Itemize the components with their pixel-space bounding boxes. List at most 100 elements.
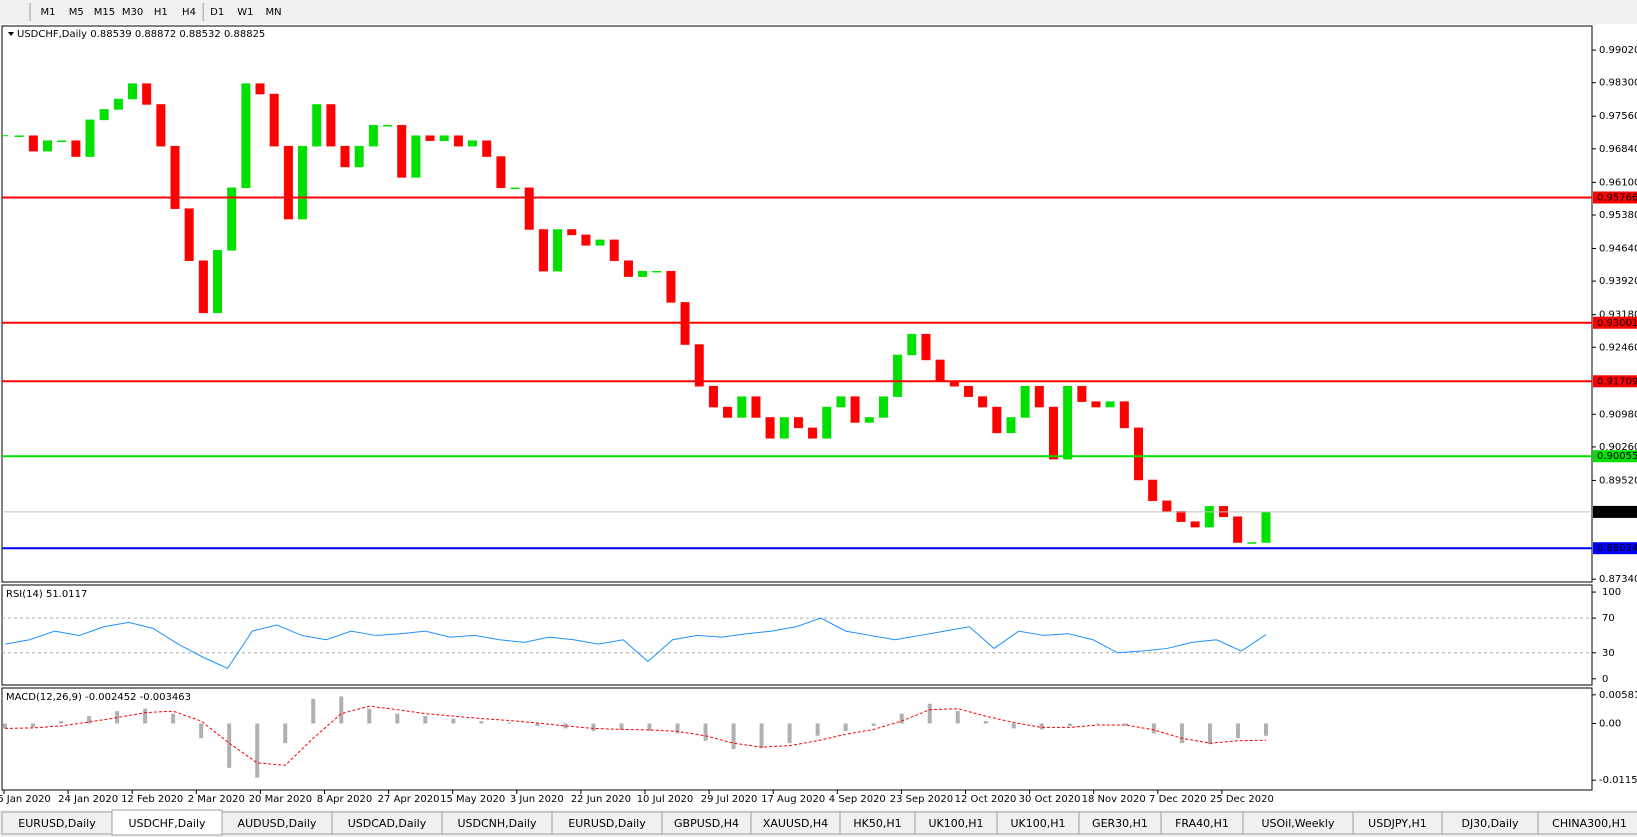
macd-bar [423, 716, 428, 724]
x-tick-label: 20 Mar 2020 [249, 794, 312, 805]
level-label: 0.88825 [1597, 507, 1637, 518]
tab-label[interactable]: XAUUSD,H4 [763, 817, 828, 830]
tab[interactable]: GER30,H1 [1078, 811, 1162, 835]
candle [496, 156, 506, 189]
macd-bar [507, 722, 512, 724]
x-tick-label: 18 Nov 2020 [1082, 794, 1146, 805]
tab-label[interactable]: UK100,H1 [1010, 817, 1065, 830]
tab-label[interactable]: DJ30,Daily [1461, 817, 1519, 830]
open: 0.88539 [90, 29, 131, 40]
tab[interactable]: USDJPY,H1 [1352, 811, 1443, 835]
tab-label[interactable]: USDJPY,H1 [1368, 817, 1427, 830]
y-tick-label: 0.98300 [1599, 78, 1637, 89]
candle [142, 83, 152, 105]
tab[interactable]: XAUUSD,H4 [750, 811, 841, 835]
tab-label[interactable]: UK100,H1 [928, 817, 983, 830]
timeframe-button[interactable]: D1 [210, 7, 224, 18]
tab-label[interactable]: HK50,H1 [853, 817, 901, 830]
timeframe-button[interactable]: H1 [154, 7, 168, 18]
x-tick-label: 22 Jun 2020 [571, 794, 631, 805]
tab-label[interactable]: GER30,H1 [1092, 817, 1148, 830]
tab-label[interactable]: FRA40,H1 [1175, 817, 1229, 830]
tab[interactable]: HK50,H1 [839, 811, 916, 835]
y-tick-label: -0.011514 [1599, 775, 1637, 786]
candle [312, 104, 322, 147]
candle [765, 417, 775, 439]
toolbar [0, 0, 1637, 24]
tab[interactable]: EURUSD,Daily [551, 811, 663, 835]
candle [808, 427, 818, 439]
x-tick-label: 8 Apr 2020 [317, 794, 372, 805]
tab[interactable]: EURUSD,Daily [1, 811, 113, 835]
tab-label[interactable]: USOil,Weekly [1261, 817, 1334, 830]
timeframe-button[interactable]: M1 [41, 7, 56, 18]
candle [1176, 510, 1186, 522]
timeframe-button[interactable]: H4 [182, 7, 196, 18]
candle [907, 333, 917, 356]
x-tick-label: 12 Feb 2020 [121, 794, 183, 805]
level-label: 0.91709 [1597, 376, 1637, 387]
candle [921, 333, 931, 361]
tab[interactable]: USDCAD,Daily [331, 811, 443, 835]
tab-label[interactable]: CHINA300,H1 [1552, 817, 1627, 830]
x-tick-label: 15 May 2020 [440, 794, 505, 805]
candle [836, 396, 846, 408]
candle [623, 260, 633, 277]
candle [1261, 511, 1271, 543]
macd-bar [675, 723, 680, 734]
x-tick-label: 27 Apr 2020 [378, 794, 440, 805]
candle [1006, 417, 1016, 434]
macd-bar [703, 723, 708, 741]
macd-bar [619, 723, 624, 730]
candle [85, 119, 95, 157]
y-tick-label: 0.99020 [1599, 45, 1637, 56]
main-panel [1, 25, 1593, 583]
candle [28, 135, 38, 152]
candle [43, 140, 53, 152]
tab[interactable]: DJ30,Daily [1441, 811, 1539, 835]
tab-label[interactable]: USDCNH,Daily [457, 817, 537, 830]
candle [1162, 500, 1172, 512]
tab-label[interactable]: EURUSD,Daily [18, 817, 96, 830]
candle [963, 385, 973, 397]
candle [510, 187, 520, 190]
tab[interactable]: USDCHF,Daily [111, 809, 223, 836]
tab-label[interactable]: EURUSD,Daily [568, 817, 646, 830]
macd-bar [927, 703, 932, 724]
tab[interactable]: UK100,H1 [914, 811, 998, 835]
tab-label[interactable]: USDCAD,Daily [348, 817, 427, 830]
candle [652, 270, 662, 273]
tab[interactable]: FRA40,H1 [1160, 811, 1244, 835]
candle [14, 135, 24, 137]
macd-bar [1235, 723, 1240, 739]
candle [978, 396, 988, 408]
timeframe-button[interactable]: M30 [122, 7, 143, 18]
timeframe-button[interactable]: M15 [94, 7, 115, 18]
candle [57, 140, 67, 142]
tab[interactable]: GBPUSD,H4 [661, 811, 752, 835]
x-tick-label: 10 Jul 2020 [637, 794, 694, 805]
timeframe-button[interactable]: M5 [69, 7, 84, 18]
level-label-bg [1593, 505, 1637, 518]
macd-bar [479, 721, 484, 724]
tab-label[interactable]: GBPUSD,H4 [674, 817, 739, 830]
macd-bar [535, 723, 540, 726]
candle [1190, 521, 1200, 528]
y-tick-label: 0.87340 [1599, 574, 1637, 585]
candle [553, 229, 563, 272]
candle [340, 145, 350, 168]
macd-bar [311, 698, 316, 724]
tab[interactable]: UK100,H1 [996, 811, 1080, 835]
candle [1133, 427, 1143, 481]
tab-label[interactable]: AUDUSD,Daily [238, 817, 317, 830]
timeframe-button[interactable]: W1 [237, 7, 253, 18]
timeframe-button[interactable]: MN [266, 7, 282, 18]
tab[interactable]: USDCNH,Daily [441, 811, 553, 835]
tab[interactable]: AUDUSD,Daily [221, 811, 333, 835]
candle [99, 109, 109, 121]
tab-label[interactable]: USDCHF,Daily [128, 817, 206, 830]
tab[interactable]: CHINA300,H1 [1537, 811, 1637, 835]
tab[interactable]: USOil,Weekly [1242, 811, 1354, 835]
y-tick-label: 70 [1602, 613, 1615, 624]
